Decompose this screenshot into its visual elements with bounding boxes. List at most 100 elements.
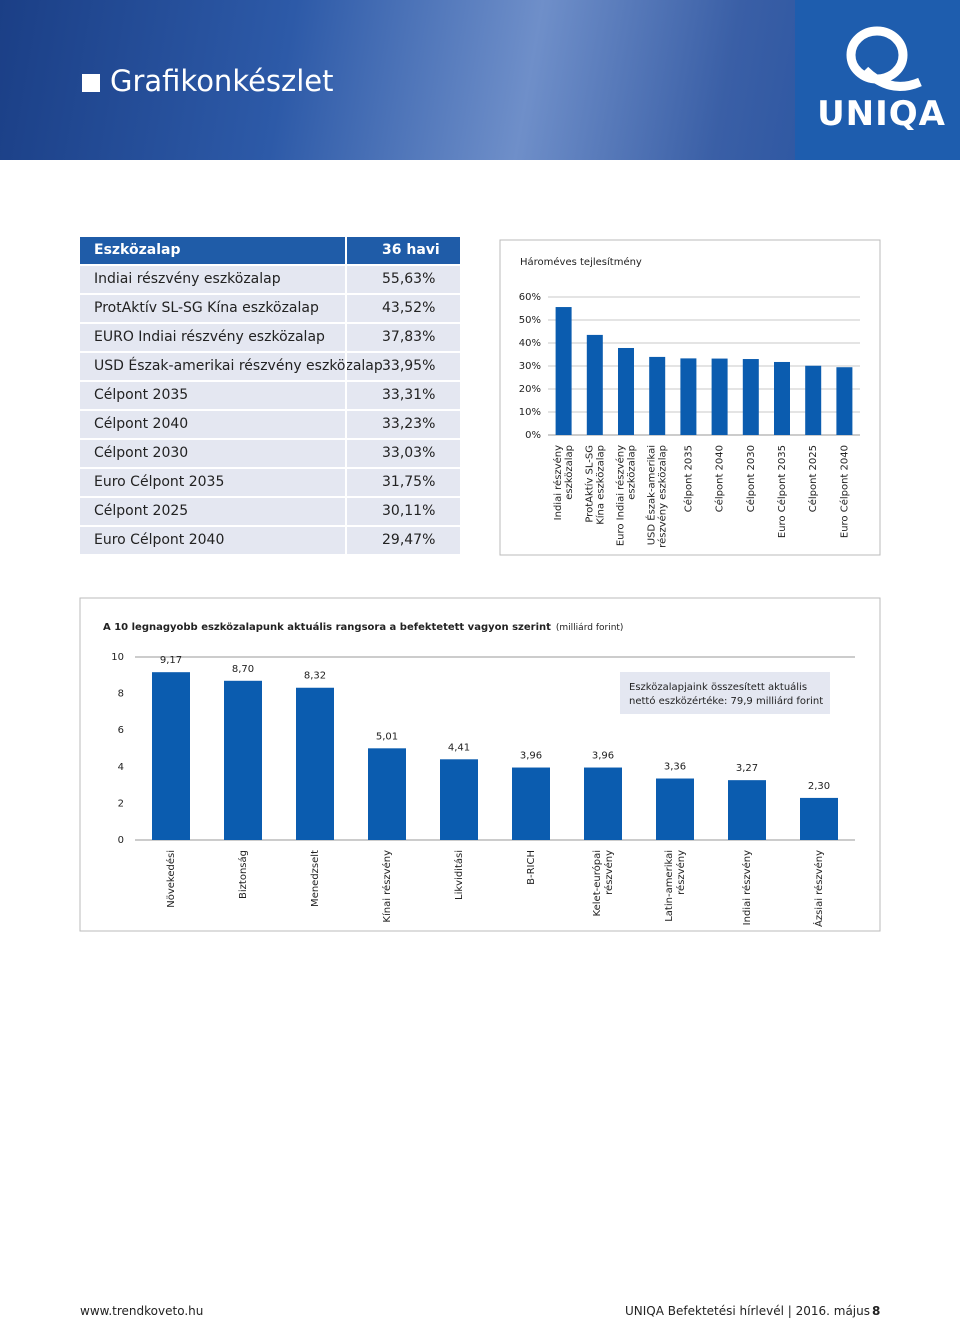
x-tick-label: Indiai részvény xyxy=(741,850,753,925)
bar xyxy=(555,307,572,435)
bar xyxy=(711,358,728,435)
table-row: ProtAktív SL-SG Kína eszközalap 43,52% xyxy=(80,295,460,322)
table-row: Euro Célpont 2035 31,75% xyxy=(80,469,460,496)
x-tick-label: Célpont 2035 xyxy=(682,445,694,512)
table-cell: Célpont 2030 xyxy=(94,445,189,461)
cell-divider xyxy=(345,469,347,496)
title-bullet xyxy=(82,74,100,92)
table-cell: Célpont 2040 xyxy=(94,416,189,432)
table-row: Célpont 2025 30,11% xyxy=(80,498,460,525)
table-cell: Célpont 2025 xyxy=(94,503,189,519)
table-cell: 33,31% xyxy=(382,387,436,403)
y-tick-label: 50% xyxy=(519,315,541,326)
logo: UNIQA xyxy=(795,0,960,160)
x-tick-label: Biztonság xyxy=(237,850,249,899)
logo-text: UNIQA xyxy=(817,94,946,134)
bar xyxy=(296,687,334,840)
x-tick-label: Euro Célpont 2040 xyxy=(838,445,850,538)
y-tick-label: 10 xyxy=(111,652,124,663)
bar xyxy=(836,367,853,435)
table-row: Euro Célpont 2040 29,47% xyxy=(80,527,460,554)
table-row: Célpont 2035 33,31% xyxy=(80,382,460,409)
table-cell: Euro Célpont 2035 xyxy=(94,474,225,490)
data-label: 8,32 xyxy=(304,671,326,682)
bar xyxy=(224,680,262,840)
cell-divider xyxy=(345,266,347,293)
data-label: 8,70 xyxy=(232,664,254,675)
table-row: EURO Indiai részvény eszközalap 37,83% xyxy=(80,324,460,351)
y-tick-label: 40% xyxy=(519,338,541,349)
x-tick-label: Kelet-európairészvény xyxy=(591,850,615,917)
y-tick-label: 30% xyxy=(519,361,541,372)
y-tick-label: 60% xyxy=(519,292,541,303)
y-tick-label: 20% xyxy=(519,384,541,395)
table-cell: Célpont 2035 xyxy=(94,387,189,403)
y-tick-label: 8 xyxy=(118,689,124,700)
x-tick-label: Likviditási xyxy=(453,850,465,900)
x-tick-label: Célpont 2025 xyxy=(807,445,819,512)
bar xyxy=(742,359,759,435)
table-cell: 29,47% xyxy=(382,532,436,548)
data-label: 3,36 xyxy=(664,762,686,773)
table-cell: 55,63% xyxy=(382,271,436,287)
bar xyxy=(728,780,766,840)
table-cell: 33,23% xyxy=(382,416,436,432)
table-row: Célpont 2030 33,03% xyxy=(80,440,460,467)
bar xyxy=(805,365,822,435)
table-cell: 37,83% xyxy=(382,329,436,345)
logo-mark xyxy=(846,26,922,91)
x-tick-label: Euro Célpont 2035 xyxy=(776,445,788,538)
footer-url: www.trendkoveto.hu xyxy=(80,1304,204,1318)
x-tick-label: Növekedési xyxy=(165,850,177,908)
bar xyxy=(512,767,550,840)
bar xyxy=(800,797,838,840)
annotation-box xyxy=(620,672,830,714)
bar xyxy=(368,748,406,840)
chart-frame xyxy=(79,597,881,932)
y-tick-label: 0 xyxy=(118,835,124,846)
data-label: 2,30 xyxy=(808,781,830,792)
y-tick-label: 0% xyxy=(525,430,541,441)
bar xyxy=(774,361,790,435)
table-cell: 31,75% xyxy=(382,474,436,490)
x-tick-label: B-RICH xyxy=(526,850,537,885)
x-tick-label: ProtAktív SL-SGKína eszközalap xyxy=(583,445,606,525)
bar xyxy=(440,759,478,840)
table-cell: 43,52% xyxy=(382,300,436,316)
bar xyxy=(584,767,622,840)
table-cell: 33,03% xyxy=(382,445,436,461)
banner: Grafikonkészlet UNIQA xyxy=(0,0,960,160)
data-label: 3,96 xyxy=(520,751,542,762)
cell-divider xyxy=(345,411,347,438)
x-tick-label: Latin-amerikairészvény xyxy=(664,850,687,922)
footer-page: 8 xyxy=(872,1304,881,1318)
table-cell: 33,95% xyxy=(382,358,436,374)
cell-divider xyxy=(345,440,347,467)
y-tick-label: 2 xyxy=(118,798,124,809)
chart-subtitle: (milliárd forint) xyxy=(556,623,624,633)
y-tick-label: 4 xyxy=(118,762,124,773)
x-tick-label: USD Észak-amerikairészvény eszközalap xyxy=(645,445,669,548)
cell-divider xyxy=(345,527,347,554)
x-tick-label: Indiai részvényeszközalap xyxy=(552,445,575,520)
data-label: 5,01 xyxy=(376,731,398,742)
table-row: Eszközalap 36 havi xyxy=(80,237,460,264)
table-row: Indiai részvény eszközalap 55,63% xyxy=(80,266,460,293)
annotation: Eszközalapjaink összesített aktuális nett… xyxy=(629,681,823,707)
x-tick-label: Ázsiai részvény xyxy=(812,850,825,927)
footer-publication: UNIQA Befektetési hírlevél | 2016. május xyxy=(625,1304,870,1318)
table-cell: EURO Indiai részvény eszközalap xyxy=(94,329,325,345)
bar xyxy=(656,778,694,840)
x-tick-label: Kínai részvény xyxy=(381,850,393,923)
x-tick-label: Euro Indiai részvényeszközalap xyxy=(615,445,638,546)
cell-divider xyxy=(345,324,347,351)
table-cell: 36 havi xyxy=(382,242,440,258)
bar xyxy=(649,356,666,435)
x-tick-label: Menedzselt xyxy=(310,850,321,907)
cell-divider xyxy=(345,353,347,380)
table-row: USD Észak-amerikai részvény eszközalap 33… xyxy=(80,353,460,380)
y-tick-label: 10% xyxy=(519,407,541,418)
cell-divider xyxy=(345,498,347,525)
